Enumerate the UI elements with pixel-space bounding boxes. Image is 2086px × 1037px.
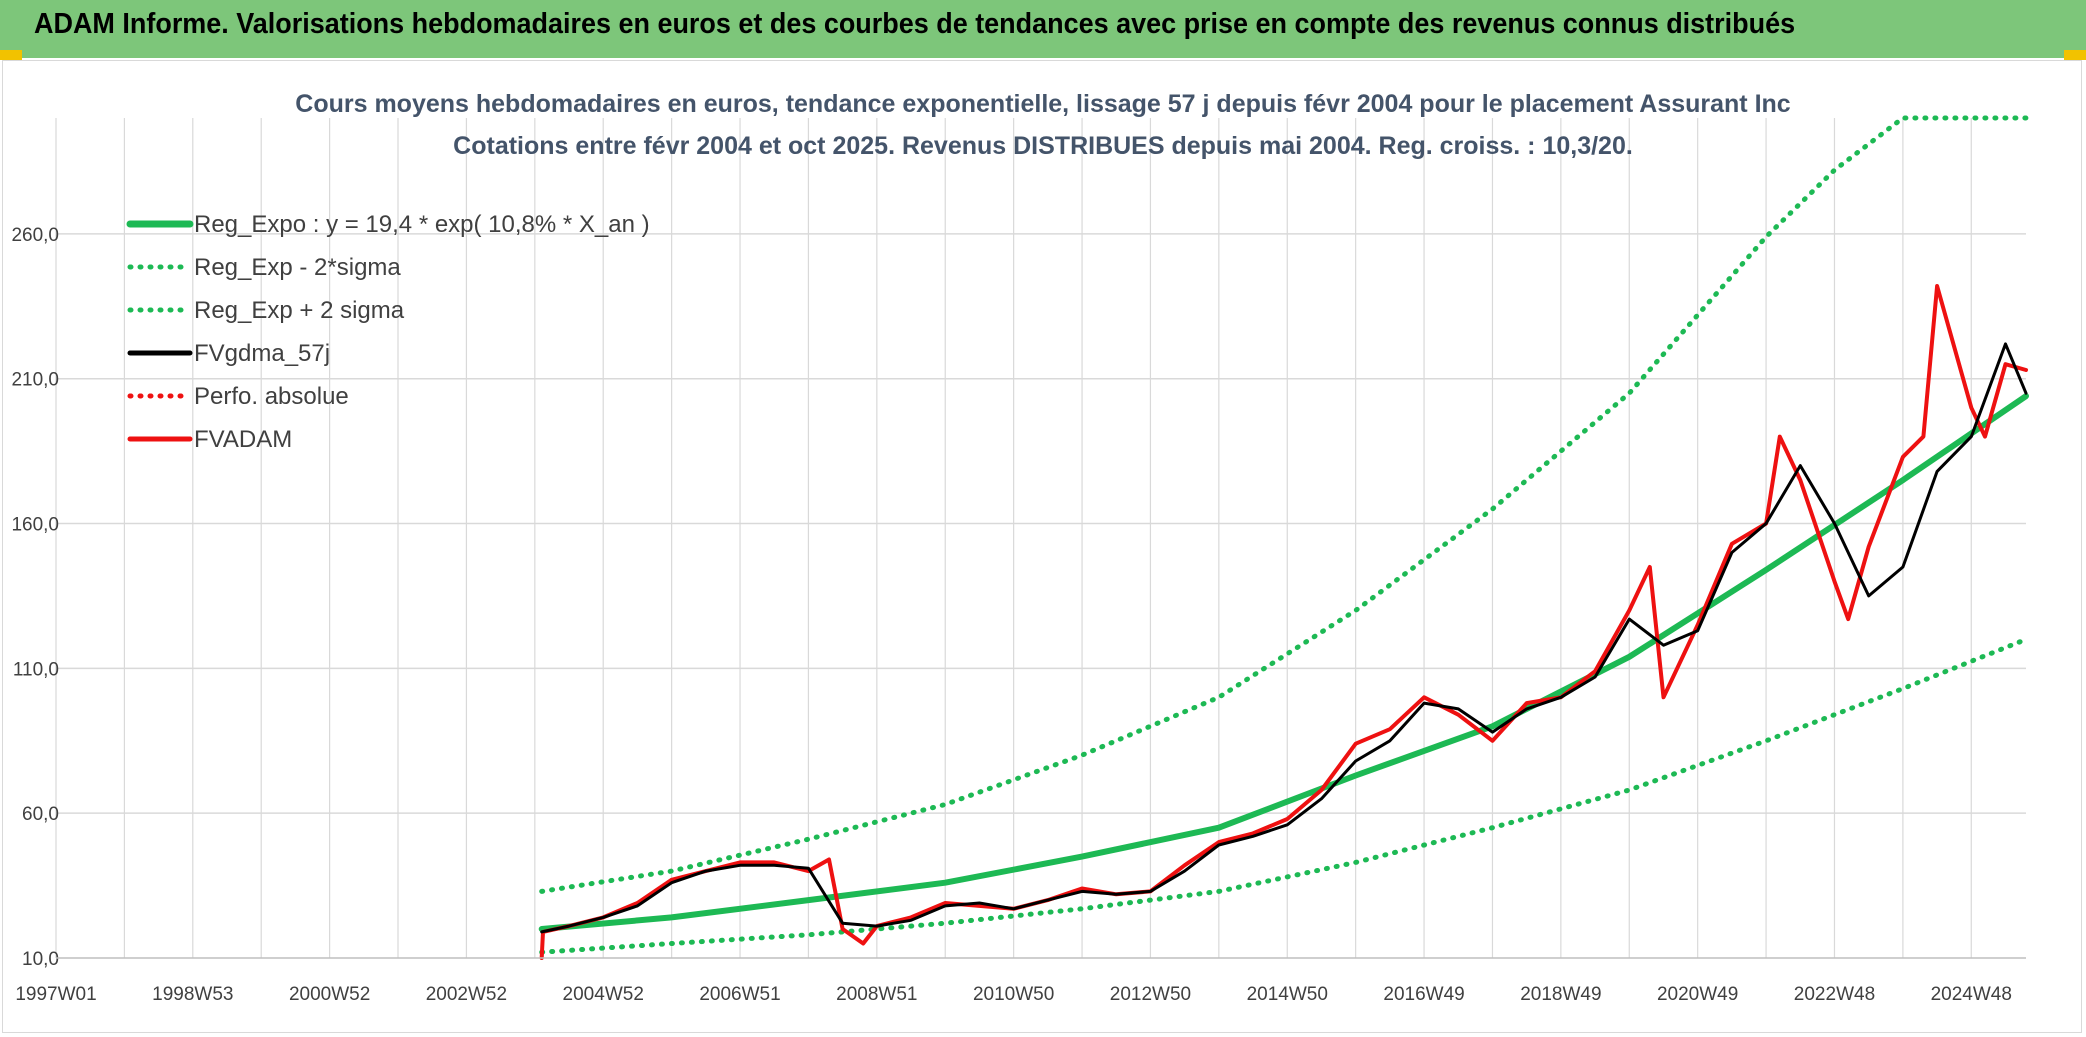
- y-tick-label: 160,0: [11, 515, 59, 536]
- y-tick-label: 110,0: [13, 659, 59, 680]
- x-tick-label: 2000W52: [289, 984, 370, 1005]
- y-tick-label: 60,0: [22, 804, 59, 825]
- x-tick-label: 2006W51: [699, 984, 780, 1005]
- x-tick-label: 2018W49: [1520, 984, 1601, 1005]
- x-tick-label: 2012W50: [1110, 984, 1191, 1005]
- series-line-fvadam: [539, 284, 2028, 960]
- chart-frame: [2, 60, 2082, 1033]
- legend-label: Reg_Exp - 2*sigma: [194, 254, 401, 281]
- x-tick-label: 2002W52: [426, 984, 507, 1005]
- legend-label: FVgdma_57j: [194, 340, 330, 367]
- x-tick-label: 2020W49: [1657, 984, 1738, 1005]
- legend-label: Perfo. absolue: [194, 383, 349, 410]
- chart-title-line-2: Cotations entre févr 2004 et oct 2025. R…: [453, 132, 1633, 160]
- legend-label: Reg_Exp + 2 sigma: [194, 297, 405, 324]
- banner-corner-right: [2064, 50, 2086, 60]
- x-tick-label: 2024W48: [1931, 984, 2012, 1005]
- x-tick-label: 2016W49: [1383, 984, 1464, 1005]
- x-tick-label: 2004W52: [563, 984, 644, 1005]
- x-tick-label: 2014W50: [1247, 984, 1328, 1005]
- x-tick-label: 1997W01: [15, 984, 96, 1005]
- banner-title: ADAM Informe. Valorisations hebdomadaire…: [34, 8, 1796, 40]
- grid: [55, 118, 2026, 958]
- y-tick-label: 10,0: [22, 949, 59, 970]
- x-tick-label: 2022W48: [1794, 984, 1875, 1005]
- series-lines: [538, 115, 2029, 960]
- legend-label: Reg_Expo : y = 19,4 * exp( 10,8% * X_an …: [194, 211, 650, 238]
- x-tick-label: 2008W51: [836, 984, 917, 1005]
- chart-title-line-1: Cours moyens hebdomadaires en euros, ten…: [295, 90, 1791, 118]
- y-tick-label: 210,0: [11, 370, 59, 391]
- legend-label: FVADAM: [194, 426, 292, 453]
- series-line-reg-exp-2-sigma: [539, 636, 2029, 955]
- axes: 10,0 60,0 110,0 160,0 210,0 260,0 1997W01 1998W…: [11, 225, 2026, 1005]
- series-line-reg-expo-y-19-4-exp-10-8-x-an: [538, 393, 2029, 932]
- y-tick-label: 260,0: [11, 225, 59, 246]
- series-line-fvgdma-57j: [540, 342, 2028, 934]
- legend: Reg_Expo : y = 19,4 * exp( 10,8% * X_an …: [126, 211, 650, 453]
- x-tick-label: 1998W53: [152, 984, 233, 1005]
- header-banner: ADAM Informe. Valorisations hebdomadaire…: [0, 0, 2086, 60]
- banner-corner-left: [0, 50, 22, 60]
- x-tick-label: 2010W50: [973, 984, 1054, 1005]
